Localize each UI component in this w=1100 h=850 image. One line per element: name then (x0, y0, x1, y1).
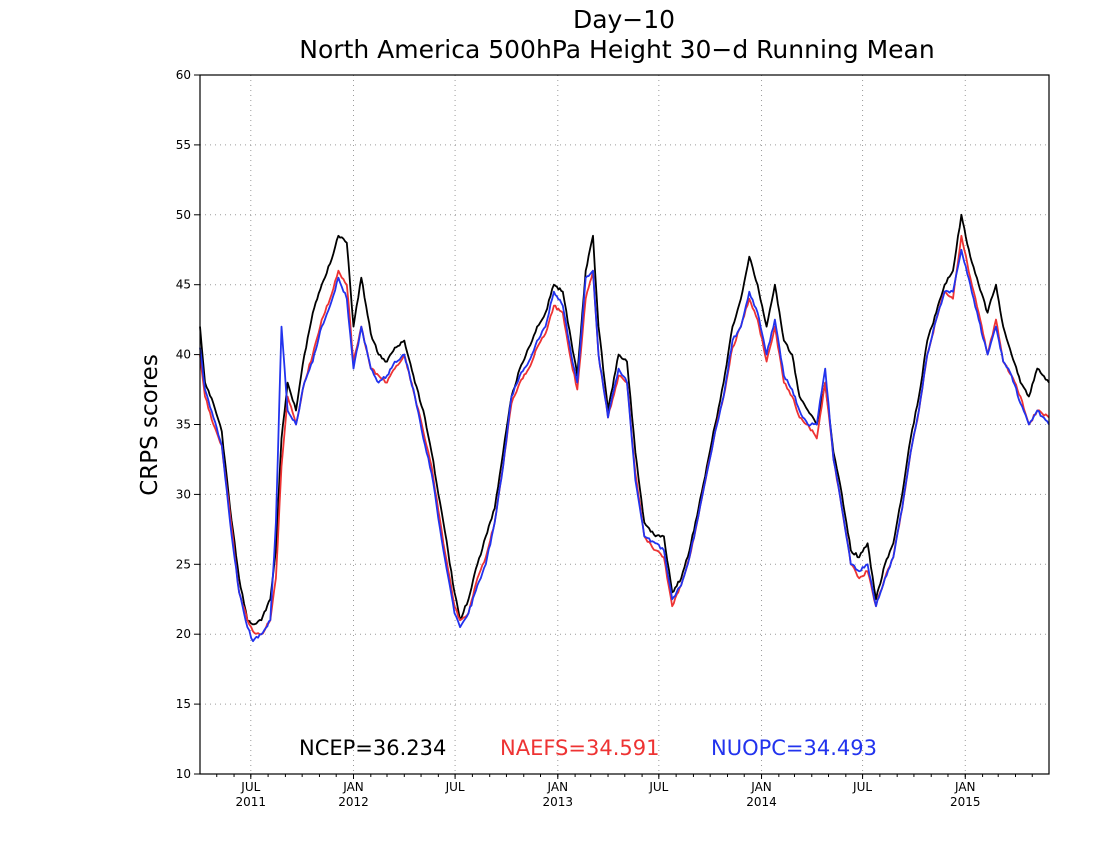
series-lines (199, 213, 1050, 643)
y-tick-label-25: 25 (176, 557, 191, 571)
y-tick-label-15: 15 (176, 697, 191, 711)
x-tick-year-0: 2011 (236, 795, 267, 809)
gridlines (200, 75, 1049, 774)
legend-nuopc: NUOPC=34.493 (711, 736, 877, 760)
x-tick-month-5: JAN (750, 780, 772, 794)
x-tick-month-3: JAN (547, 780, 569, 794)
chart-title: Day−10 (573, 5, 675, 34)
x-tick-month-4: JUL (648, 780, 668, 794)
legend: NCEP=36.234 NAEFS=34.591 NUOPC=34.493 (299, 736, 877, 760)
y-tick-label-60: 60 (176, 68, 191, 82)
chart-subtitle: North America 500hPa Height 30−d Running… (299, 35, 934, 64)
x-tick-month-0: JUL (240, 780, 260, 794)
x-tick-year-7: 2015 (950, 795, 981, 809)
x-tick-year-5: 2014 (746, 795, 777, 809)
x-tick-year-3: 2013 (543, 795, 574, 809)
legend-naefs: NAEFS=34.591 (500, 736, 659, 760)
series-line-nuopc (199, 248, 1050, 643)
x-tick-month-7: JAN (954, 780, 976, 794)
y-tick-label-45: 45 (176, 278, 191, 292)
y-axis: 10 15 20 25 30 35 40 45 50 55 60 (176, 68, 200, 781)
x-tick-month-2: JUL (445, 780, 465, 794)
x-tick-month-1: JAN (342, 780, 364, 794)
x-tick-year-1: 2012 (338, 795, 369, 809)
y-tick-label-10: 10 (176, 767, 191, 781)
y-tick-label-35: 35 (176, 418, 191, 432)
series-line-naefs (199, 234, 1050, 636)
y-tick-label-40: 40 (176, 348, 191, 362)
y-tick-label-20: 20 (176, 627, 191, 641)
plot-frame (199, 74, 1050, 775)
series-line-ncep (199, 213, 1050, 626)
y-tick-label-30: 30 (176, 487, 191, 501)
y-axis-label: CRPS scores (137, 354, 163, 496)
x-tick-month-6: JUL (852, 780, 872, 794)
y-tick-label-55: 55 (176, 138, 191, 152)
y-tick-label-50: 50 (176, 208, 191, 222)
legend-ncep: NCEP=36.234 (299, 736, 446, 760)
